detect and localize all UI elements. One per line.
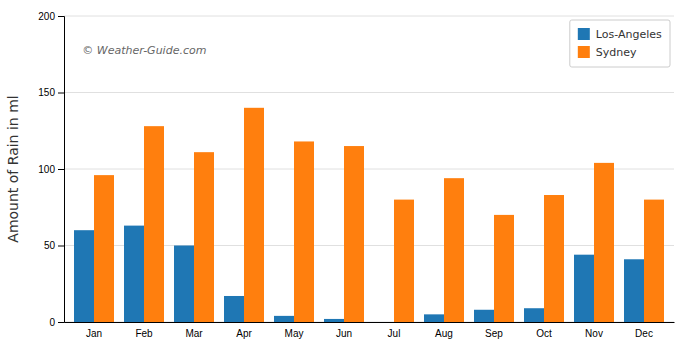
legend-swatch xyxy=(578,28,590,40)
y-axis-line xyxy=(58,17,65,323)
y-tick-mark xyxy=(58,246,64,247)
y-tick-mark xyxy=(58,16,64,17)
bar xyxy=(644,200,664,322)
y-tick: 0 xyxy=(49,317,64,328)
x-tick-label: Feb xyxy=(135,328,153,339)
annotation: © Weather-Guide.com xyxy=(82,44,206,57)
y-tick-label: 0 xyxy=(49,317,55,328)
x-tick: May xyxy=(285,328,304,339)
bar xyxy=(374,322,394,323)
bar xyxy=(524,308,544,322)
bar xyxy=(74,230,94,322)
x-axis-line xyxy=(65,322,675,323)
x-tick-label: Aug xyxy=(435,328,453,339)
y-tick: 100 xyxy=(38,164,64,175)
legend-item: Los-Angeles xyxy=(578,28,662,41)
x-tick: Dec xyxy=(635,328,653,339)
legend-box xyxy=(570,20,670,67)
bar xyxy=(344,146,364,322)
bar xyxy=(94,175,114,322)
y-tick-label: 200 xyxy=(38,11,55,22)
y-tick: 200 xyxy=(38,11,64,22)
bar xyxy=(124,226,144,322)
x-tick: Nov xyxy=(585,328,603,339)
legend-item: Sydney xyxy=(578,46,637,59)
y-tick-mark xyxy=(58,169,64,170)
y-tick-mark xyxy=(58,93,64,94)
bar xyxy=(474,310,494,322)
bar xyxy=(574,255,594,322)
bar xyxy=(394,200,414,322)
grid xyxy=(64,16,674,322)
x-tick: Mar xyxy=(185,328,203,339)
bar xyxy=(324,319,344,322)
x-tick: Aug xyxy=(435,328,453,339)
x-tick-label: Jun xyxy=(336,328,352,339)
x-tick-label: Apr xyxy=(236,328,252,339)
x-tick: Jul xyxy=(388,328,401,339)
x-tick-label: May xyxy=(285,328,304,339)
x-tick-label: Oct xyxy=(536,328,552,339)
bar xyxy=(144,126,164,322)
legend: Los-Angeles Sydney xyxy=(570,20,670,67)
bar-series xyxy=(94,108,664,322)
bar xyxy=(494,215,514,322)
bar xyxy=(544,195,564,322)
x-tick-label: Jan xyxy=(86,328,102,339)
bar xyxy=(174,246,194,323)
bar xyxy=(194,152,214,322)
y-tick: 50 xyxy=(44,240,64,251)
y-axis-title: Amount of Rain in ml xyxy=(5,95,21,242)
y-tick-mark xyxy=(58,322,64,323)
x-tick: Jan xyxy=(86,328,102,339)
grid-line xyxy=(64,92,674,93)
y-tick-label: 100 xyxy=(38,164,55,175)
x-tick-label: Sep xyxy=(485,328,503,339)
grid-line xyxy=(64,16,674,17)
x-tick: Oct xyxy=(536,328,552,339)
x-tick-label: Dec xyxy=(635,328,653,339)
bar xyxy=(224,296,244,322)
legend-label: Sydney xyxy=(596,46,637,59)
chart: 0 50 100 150 200 Jan Feb Mar Apr May Jun Jul Aug Sep O… xyxy=(0,0,690,352)
legend-label: Los-Angeles xyxy=(596,28,662,41)
plot-area: 0 50 100 150 200 Jan Feb Mar Apr May Jun Jul Aug Sep O… xyxy=(38,11,674,339)
x-tick: Apr xyxy=(236,328,252,339)
y-tick-label: 50 xyxy=(44,240,56,251)
bar xyxy=(424,314,444,322)
bar xyxy=(274,316,294,322)
y-axis: 0 50 100 150 200 xyxy=(38,11,64,328)
bar xyxy=(624,259,644,322)
legend-swatch xyxy=(578,46,590,58)
bars xyxy=(74,108,664,322)
x-tick: Feb xyxy=(135,328,153,339)
x-axis: Jan Feb Mar Apr May Jun Jul Aug Sep Oct Nov Dec xyxy=(65,323,675,340)
y-tick: 150 xyxy=(38,87,64,98)
y-tick-label: 150 xyxy=(38,87,55,98)
bar xyxy=(594,163,614,322)
x-tick: Jun xyxy=(336,328,352,339)
x-tick-label: Jul xyxy=(388,328,401,339)
x-tick: Sep xyxy=(485,328,503,339)
x-tick-label: Mar xyxy=(185,328,203,339)
bar xyxy=(244,108,264,322)
bar xyxy=(294,141,314,322)
x-tick-label: Nov xyxy=(585,328,603,339)
bar xyxy=(444,178,464,322)
